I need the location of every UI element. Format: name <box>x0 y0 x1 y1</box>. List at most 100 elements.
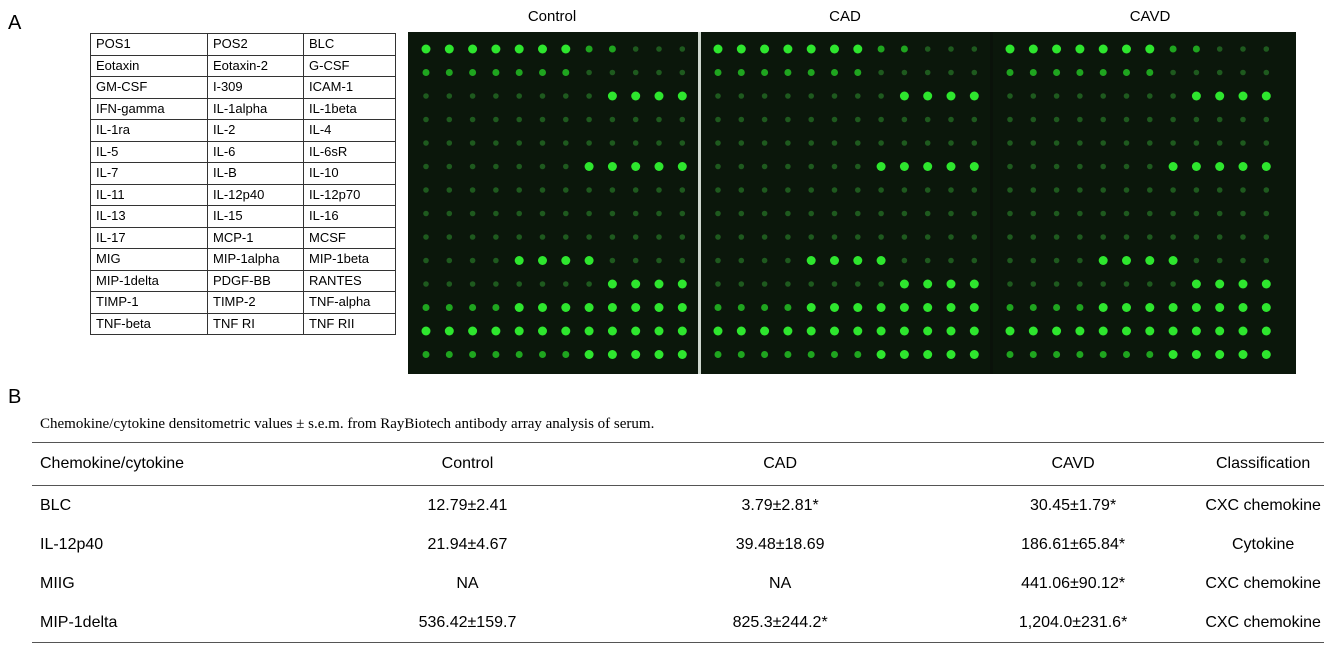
table-cell: 825.3±244.2* <box>616 603 944 643</box>
array-spot <box>1031 211 1037 217</box>
array-spot <box>656 70 662 76</box>
table-cell: 441.06±90.12* <box>944 564 1202 603</box>
column-header: Control <box>319 443 617 486</box>
map-cell: IL-11 <box>91 184 208 206</box>
map-cell: ICAM-1 <box>304 77 396 99</box>
array-spot <box>1145 256 1154 265</box>
array-spot <box>446 69 453 76</box>
array-spot <box>878 117 884 123</box>
array-spot <box>655 92 664 101</box>
array-spot <box>1262 92 1271 101</box>
array-spot <box>807 256 816 265</box>
array-spot <box>633 140 639 146</box>
array-spot <box>853 303 862 312</box>
array-spot <box>470 93 476 99</box>
array-spot <box>1100 69 1107 76</box>
table-cell: 1,204.0±231.6* <box>944 603 1202 643</box>
array-spot <box>608 92 617 101</box>
array-spot <box>423 351 430 358</box>
map-cell: TNF RI <box>208 313 304 335</box>
table-caption: Chemokine/cytokine densitometric values … <box>40 416 654 433</box>
array-spot <box>540 211 546 217</box>
array-spot <box>1031 140 1037 146</box>
array-spot <box>446 351 453 358</box>
array-spot <box>1054 281 1060 287</box>
table-cell: IL-12p40 <box>32 525 319 564</box>
array-spot <box>785 117 791 123</box>
array-spot <box>785 258 791 264</box>
array-spot <box>1006 327 1015 336</box>
array-spot <box>493 164 499 170</box>
array-spot <box>1077 93 1083 99</box>
array-spot <box>970 303 979 312</box>
array-spot <box>608 280 617 289</box>
array-spot <box>877 256 886 265</box>
map-cell: MIP-1beta <box>304 249 396 271</box>
array-spot <box>470 281 476 287</box>
array-spot <box>539 351 546 358</box>
array-spot <box>832 140 838 146</box>
array-spot <box>760 45 769 54</box>
array-spot <box>1007 187 1013 193</box>
array-spot <box>925 140 931 146</box>
array-spot <box>586 140 592 146</box>
array-spot <box>715 93 721 99</box>
array-spot <box>1264 46 1270 52</box>
array-spot <box>808 234 814 240</box>
array-spot <box>1100 351 1107 358</box>
array-spot <box>540 93 546 99</box>
array-spot <box>832 187 838 193</box>
array-spot <box>830 45 839 54</box>
array-spot <box>678 327 687 336</box>
array-spot <box>1194 234 1200 240</box>
array-spot <box>446 304 453 311</box>
array-spot <box>1031 234 1037 240</box>
array-spot <box>972 187 978 193</box>
array-spot <box>808 140 814 146</box>
array-spot <box>1077 140 1083 146</box>
array-spot <box>1264 187 1270 193</box>
array-spot <box>925 117 931 123</box>
array-spot <box>1077 187 1083 193</box>
array-spot <box>1240 46 1246 52</box>
array-spot <box>808 93 814 99</box>
array-spot <box>855 117 861 123</box>
array-spot <box>1217 140 1223 146</box>
array-spot <box>762 187 768 193</box>
array-spot <box>1030 351 1037 358</box>
array-spot <box>855 281 861 287</box>
array-spot <box>1192 92 1201 101</box>
column-header: CAVD <box>944 443 1202 486</box>
array-spot <box>492 304 499 311</box>
array-spot <box>631 280 640 289</box>
array-spot <box>610 140 616 146</box>
array-spot <box>678 303 687 312</box>
array-spot <box>1145 327 1154 336</box>
array-spot <box>808 187 814 193</box>
array-spot <box>515 303 524 312</box>
array-spot <box>761 351 768 358</box>
array-spot <box>715 258 721 264</box>
array-spot <box>948 234 954 240</box>
table-cell: NA <box>616 564 944 603</box>
array-spot <box>832 93 838 99</box>
map-cell: RANTES <box>304 270 396 292</box>
array-spot <box>563 281 569 287</box>
array-spot <box>855 93 861 99</box>
array-spot <box>586 187 592 193</box>
array-spot <box>1170 70 1176 76</box>
array-spot <box>970 162 979 171</box>
array-spot <box>680 258 686 264</box>
array-spot <box>878 187 884 193</box>
array-spot <box>807 45 816 54</box>
array-spot <box>762 164 768 170</box>
array-spot <box>807 327 816 336</box>
array-spot <box>1147 164 1153 170</box>
array-spot <box>540 117 546 123</box>
